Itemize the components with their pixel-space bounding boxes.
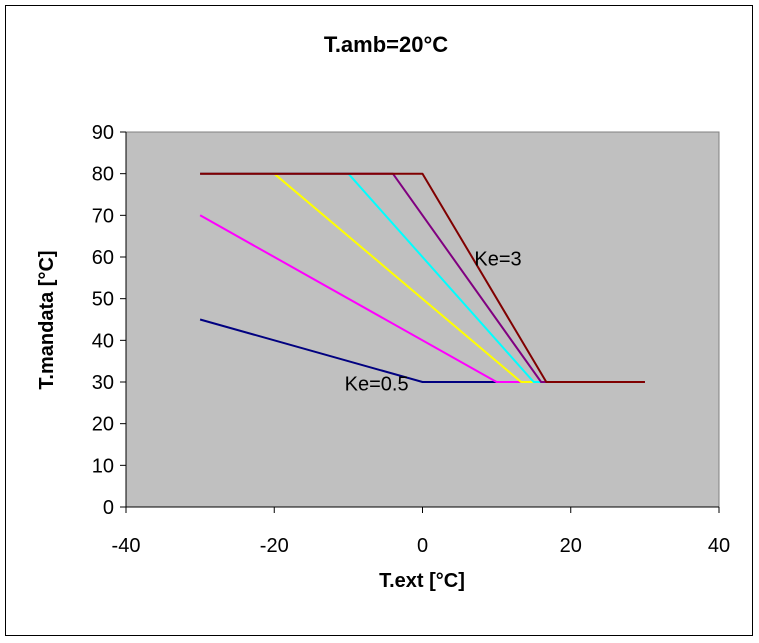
x-tick-label: -40 (112, 535, 141, 557)
y-tick-label: 50 (92, 289, 114, 311)
y-tick-label: 30 (92, 372, 114, 394)
y-tick-label: 0 (103, 497, 114, 519)
y-tick-label: 40 (92, 330, 114, 352)
x-tick-label: -20 (260, 535, 289, 557)
series-line-6 (200, 172, 645, 383)
plot-area (125, 131, 720, 508)
y-tick-label: 60 (92, 247, 114, 269)
axes-layer: 0 10 20 30 40 50 60 70 80 90 -40 -20 0 20 40 (92, 122, 730, 557)
chart-title: T.amb=20°C (324, 32, 448, 57)
y-tick-label: 10 (92, 455, 114, 477)
y-tick-label: 80 (92, 164, 114, 186)
y-axis-label: T.mandata [°C] (36, 250, 58, 389)
x-tick-label: 20 (560, 535, 582, 557)
series-layer (199, 172, 645, 383)
x-tick-label: 0 (417, 535, 428, 557)
y-tick-label: 90 (92, 122, 114, 144)
annotation-label: Ke=3 (474, 248, 521, 270)
x-axis-label: T.ext [°C] (379, 570, 465, 592)
x-tick-label: 40 (708, 535, 730, 557)
y-tick-label: 70 (92, 205, 114, 227)
annotation-label: Ke=0.5 (345, 373, 409, 395)
annotation-layer: Ke=3 Ke=0.5 (345, 248, 522, 395)
y-tick-label: 20 (92, 414, 114, 436)
